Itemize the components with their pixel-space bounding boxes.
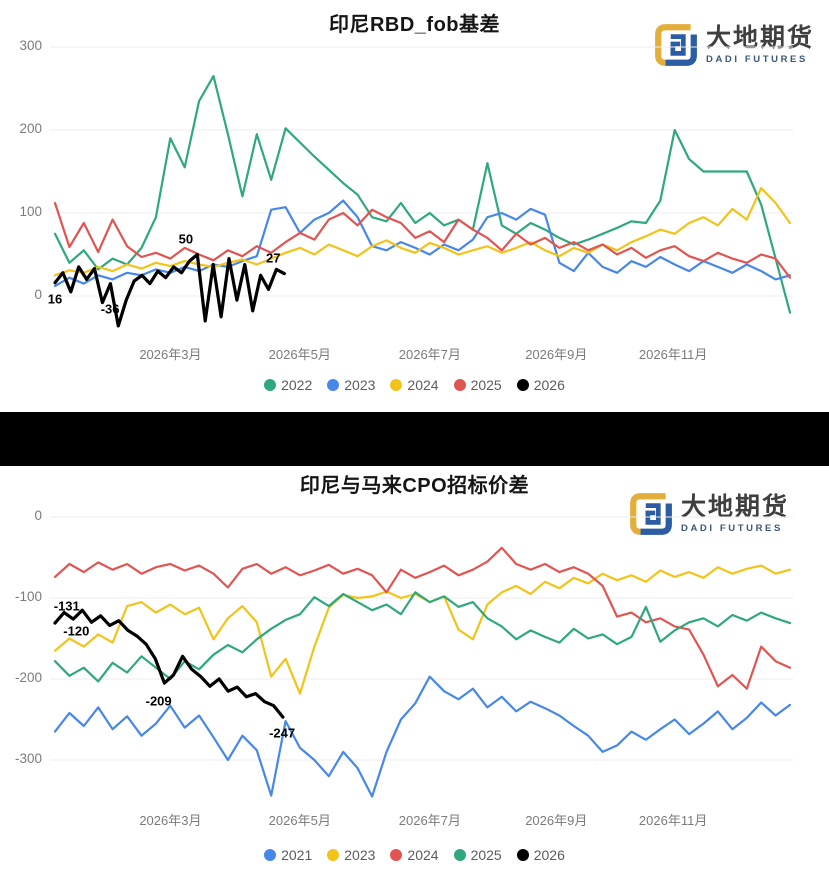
chart-rbd-fob-basis: 印尼RBD_fob基差 大地期货 DADI FUTURES 300 200 100 0… <box>0 0 829 412</box>
dadi-logo-icon <box>655 24 697 66</box>
legend-dot <box>264 849 277 861</box>
legend-dot <box>327 849 340 861</box>
legend-label: 2025 <box>470 377 502 393</box>
legend-item-2022: 2022 <box>264 377 312 393</box>
chart-cpo-tender-spread: 印尼与马来CPO招标价差 大地期货 DADI FUTURES 0 -100 -200… <box>0 466 829 879</box>
chart-title: 印尼与马来CPO招标价差 <box>299 475 530 497</box>
x-tick-label: 2026年3月 <box>139 813 202 828</box>
legend-item-2025: 2025 <box>453 377 502 393</box>
y-tick-label: -300 <box>14 751 42 766</box>
x-tick-label: 2026年7月 <box>398 347 461 362</box>
legend-label: 2023 <box>344 847 376 863</box>
legend-label: 2024 <box>407 377 439 393</box>
series-line-2022 <box>53 74 792 314</box>
legend-dot <box>327 379 340 391</box>
legend: 2021 2023 2024 2025 2026 <box>0 847 829 863</box>
legend-item-2023: 2023 <box>327 847 375 863</box>
x-tick-label: 2026年9月 <box>525 813 588 828</box>
chart-title: 印尼RBD_fob基差 <box>328 14 501 36</box>
legend-dot <box>453 379 466 391</box>
series-line-2025 <box>53 591 792 683</box>
legend-label: 2024 <box>407 847 439 863</box>
legend-item-2025: 2025 <box>453 847 502 863</box>
series-line-2021 <box>53 675 792 798</box>
legend-label: 2023 <box>344 377 376 393</box>
dadi-logo-icon <box>630 493 672 535</box>
y-tick-label: 200 <box>19 121 42 136</box>
y-axis: 300 200 100 0 <box>0 0 45 412</box>
legend-dot <box>264 379 277 391</box>
brand-text: 大地期货 DADI FUTURES <box>680 492 789 534</box>
brand-name-cn: 大地期货 <box>705 23 814 52</box>
series-line-2026 <box>53 252 286 328</box>
legend-dot <box>453 849 466 861</box>
legend-label: 2026 <box>533 847 565 863</box>
y-tick-label: 0 <box>34 508 42 523</box>
legend-item-2023: 2023 <box>327 377 375 393</box>
legend-item-2026: 2026 <box>516 377 565 393</box>
brand-name-en: DADI FUTURES <box>705 53 808 65</box>
brand-text: 大地期货 DADI FUTURES <box>705 23 814 65</box>
legend-dot <box>390 849 403 861</box>
legend-item-2024: 2024 <box>390 377 439 393</box>
y-tick-label: 0 <box>34 287 42 302</box>
legend-label: 2021 <box>281 847 313 863</box>
series-line-2026 <box>53 608 285 719</box>
brand-logo: 大地期货 DADI FUTURES <box>628 491 789 537</box>
x-axis: 2026年3月 2026年5月 2026年7月 2026年9月 2026年11月 <box>0 344 829 362</box>
x-tick-label: 2026年9月 <box>525 347 588 362</box>
brand-name-cn: 大地期货 <box>680 492 789 521</box>
x-tick-label: 2026年11月 <box>638 813 708 828</box>
x-tick-label: 2026年3月 <box>139 347 202 362</box>
legend-label: 2026 <box>533 377 565 393</box>
x-tick-label: 2026年7月 <box>398 813 461 828</box>
brand-name-en: DADI FUTURES <box>680 522 783 534</box>
series-line-2024 <box>53 187 792 277</box>
legend-item-2026: 2026 <box>516 847 565 863</box>
plot-area <box>50 516 793 798</box>
y-tick-label: -200 <box>14 670 42 685</box>
legend-item-2021: 2021 <box>264 847 312 863</box>
legend-label: 2022 <box>281 377 313 393</box>
x-tick-label: 2026年5月 <box>268 813 331 828</box>
x-tick-label: 2026年11月 <box>638 347 708 362</box>
legend-dot <box>516 849 529 861</box>
series-line-2024 <box>53 546 792 690</box>
x-axis: 2026年3月 2026年5月 2026年7月 2026年9月 2026年11月 <box>0 810 829 828</box>
y-axis: 0 -100 -200 -300 <box>0 466 45 879</box>
series-line-2025 <box>53 201 792 279</box>
y-tick-label: 300 <box>19 38 42 53</box>
legend-label: 2025 <box>470 847 502 863</box>
x-tick-label: 2026年5月 <box>268 347 331 362</box>
legend-item-2024: 2024 <box>390 847 439 863</box>
legend: 2022 2023 2024 2025 2026 <box>0 377 829 393</box>
legend-dot <box>390 379 403 391</box>
separator-bar <box>0 412 829 466</box>
legend-dot <box>516 379 529 391</box>
plot-area <box>50 46 793 328</box>
brand-logo: 大地期货 DADI FUTURES <box>653 22 814 68</box>
y-tick-label: 100 <box>19 204 42 219</box>
y-tick-label: -100 <box>14 589 42 604</box>
